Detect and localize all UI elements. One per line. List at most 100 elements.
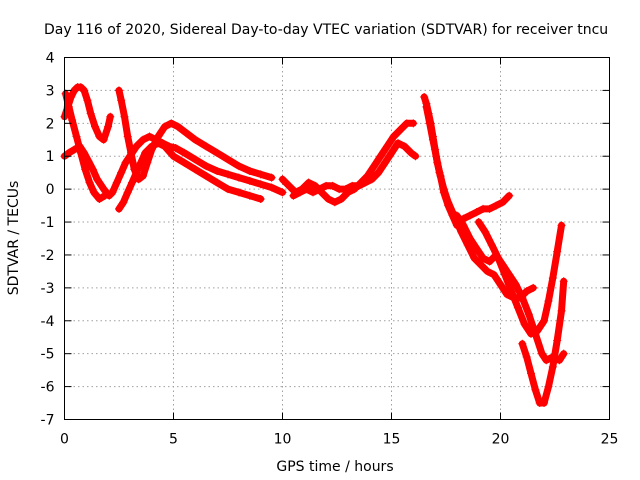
data-point xyxy=(479,254,488,263)
data-point xyxy=(76,148,85,157)
data-point xyxy=(191,165,200,174)
data-point xyxy=(202,162,211,171)
data-point xyxy=(394,139,403,148)
data-point xyxy=(112,178,121,187)
data-point xyxy=(485,204,494,213)
data-point xyxy=(459,221,468,230)
data-point xyxy=(224,170,232,179)
series-line xyxy=(61,83,114,144)
data-point xyxy=(559,349,568,358)
data-point xyxy=(123,132,132,141)
x-tick-label: 0 xyxy=(60,432,69,448)
data-point xyxy=(104,122,113,131)
data-point xyxy=(485,257,494,266)
data-point xyxy=(202,171,211,180)
data-point xyxy=(61,89,70,98)
y-tick-label: -6 xyxy=(41,380,55,396)
data-point xyxy=(93,175,102,184)
data-point xyxy=(400,142,409,151)
x-axis-label: GPS time / hours xyxy=(276,459,393,475)
data-point xyxy=(489,270,498,279)
data-layer xyxy=(60,83,568,408)
series-line xyxy=(61,133,286,200)
y-tick-label: 4 xyxy=(46,51,55,67)
data-point xyxy=(256,170,265,179)
data-point xyxy=(302,185,311,194)
data-point xyxy=(553,336,562,345)
data-point xyxy=(520,320,529,329)
data-point xyxy=(500,270,509,279)
data-point xyxy=(481,227,490,236)
data-point xyxy=(559,277,568,286)
data-point xyxy=(522,352,531,361)
x-tick-label: 25 xyxy=(601,432,619,448)
data-point xyxy=(169,152,178,161)
series-track-12 xyxy=(518,277,568,408)
y-tick-label: 3 xyxy=(46,83,55,99)
data-point xyxy=(548,362,557,371)
data-point xyxy=(115,204,123,213)
data-point xyxy=(108,188,117,197)
data-point xyxy=(70,86,79,95)
data-point xyxy=(496,280,505,289)
data-point xyxy=(234,173,243,182)
y-tick-label: 0 xyxy=(46,182,55,198)
data-point xyxy=(309,188,318,197)
data-point xyxy=(411,152,420,161)
data-point xyxy=(407,148,416,157)
data-point xyxy=(328,181,337,190)
data-point xyxy=(267,183,276,192)
data-point xyxy=(182,129,191,138)
data-point xyxy=(548,273,557,282)
data-point xyxy=(524,310,533,319)
data-point xyxy=(83,96,92,105)
data-point xyxy=(245,191,254,200)
data-point xyxy=(472,244,481,253)
data-point xyxy=(522,287,531,296)
x-tick-label: 10 xyxy=(274,432,292,448)
data-point xyxy=(367,175,376,184)
data-point xyxy=(432,152,441,161)
data-point xyxy=(354,181,363,190)
data-point xyxy=(527,329,536,338)
data-point xyxy=(213,167,222,176)
data-point xyxy=(380,158,389,167)
data-point xyxy=(540,399,549,408)
data-point xyxy=(544,382,553,391)
data-point xyxy=(141,148,150,157)
data-point xyxy=(64,148,73,157)
data-point xyxy=(533,326,542,335)
data-point xyxy=(383,142,392,151)
data-point xyxy=(145,132,154,141)
data-point xyxy=(439,185,448,194)
data-point xyxy=(507,287,516,296)
data-point xyxy=(171,144,180,152)
data-point xyxy=(85,178,94,187)
series-track-4 xyxy=(115,86,276,184)
data-point xyxy=(295,188,304,197)
data-point xyxy=(448,208,457,217)
data-point xyxy=(64,102,73,111)
data-point xyxy=(337,195,346,204)
data-point xyxy=(256,180,265,189)
data-point xyxy=(537,349,546,358)
data-point xyxy=(136,158,145,167)
data-point xyxy=(154,139,163,148)
data-point xyxy=(278,175,287,184)
data-point xyxy=(557,221,566,230)
y-tick-label: -4 xyxy=(41,314,55,330)
data-point xyxy=(267,173,276,182)
series-track-3 xyxy=(61,89,109,204)
data-point xyxy=(256,195,265,204)
data-point xyxy=(89,188,98,197)
series-line xyxy=(453,212,568,364)
data-point xyxy=(224,185,232,194)
data-point xyxy=(511,280,520,289)
series-track-7 xyxy=(289,139,420,200)
data-point xyxy=(531,385,540,394)
y-tick-label: 2 xyxy=(46,116,55,132)
data-point xyxy=(513,303,522,312)
series-track-5 xyxy=(115,139,265,213)
data-point xyxy=(138,171,147,180)
y-tick-label: -2 xyxy=(41,248,55,264)
